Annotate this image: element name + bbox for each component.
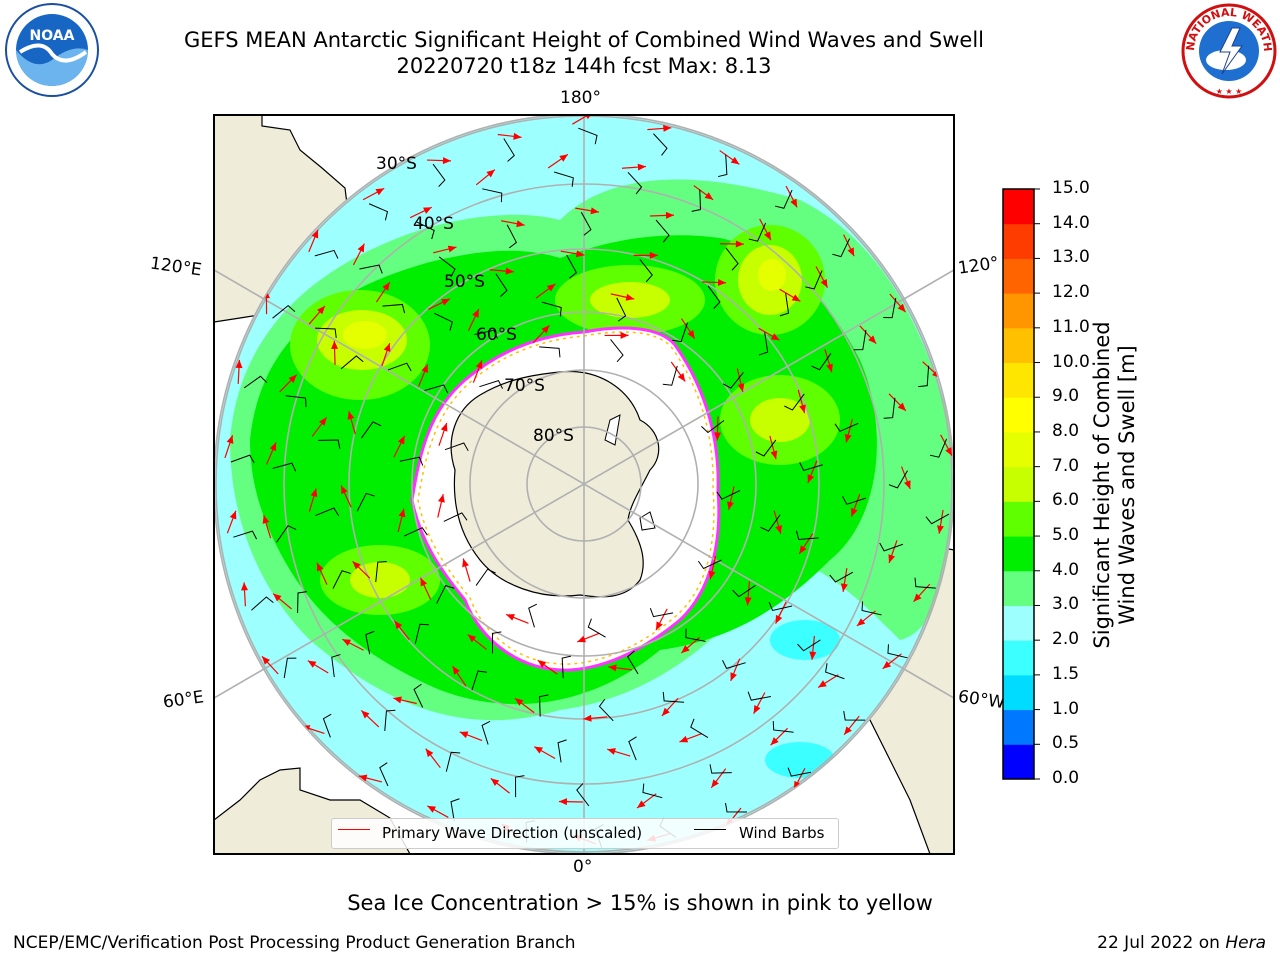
colorbar-segment <box>1003 362 1034 398</box>
colorbar-tick-label: 3.0 <box>1052 594 1080 615</box>
colorbar-tick-label: 6.0 <box>1052 490 1080 511</box>
lat-label-70s: 70°S <box>504 376 545 396</box>
lat-label-50s: 50°S <box>444 272 485 292</box>
colorbar-segment <box>1003 431 1034 468</box>
wind-barbs-legend-swatch <box>694 829 726 830</box>
colorbar-segment <box>1003 709 1034 745</box>
colorbar-tick-label: 1.5 <box>1052 663 1080 684</box>
lat-label-40s: 40°S <box>413 214 454 234</box>
colorbar-segment <box>1003 293 1034 329</box>
lat-label-30s: 30°S <box>376 154 417 174</box>
colorbar-segment <box>1003 223 1034 259</box>
colorbar-segment <box>1003 397 1034 433</box>
colorbar-segment <box>1003 605 1034 641</box>
colorbar-tick-label: 10.0 <box>1052 351 1090 372</box>
colorbar-segment <box>1003 466 1034 502</box>
colorbar-tick-label: 0.0 <box>1052 768 1080 788</box>
sea-ice-caption: Sea Ice Concentration > 15% is shown in … <box>347 891 933 915</box>
wave-direction-legend-swatch <box>338 829 370 830</box>
footer-date: 22 Jul 2022 on Hera <box>1097 933 1266 953</box>
colorbar-tick-label: 11.0 <box>1052 316 1090 337</box>
noaa-logo: NOAA <box>5 3 99 97</box>
map-frame <box>213 114 955 855</box>
wave-direction-legend-label: Primary Wave Direction (unscaled) <box>382 824 643 842</box>
footer-branch: NCEP/EMC/Verification Post Processing Pr… <box>13 933 576 953</box>
wind-barbs <box>230 127 950 848</box>
colorbar-tick-label: 1.0 <box>1052 698 1080 719</box>
noaa-logo-text: NOAA <box>30 28 75 44</box>
footer-machine: Hera <box>1225 933 1266 953</box>
colorbar-tick-label: 12.0 <box>1052 282 1090 303</box>
lon-label-180: 180° <box>560 88 601 108</box>
colorbar-segment <box>1003 501 1034 537</box>
colorbar-tick-label: 0.5 <box>1052 733 1080 754</box>
chart-title: GEFS MEAN Antarctic Significant Height o… <box>183 28 985 52</box>
lat-label-80s: 80°S <box>533 426 574 446</box>
colorbar-tick-label: 9.0 <box>1052 386 1080 407</box>
colorbar-tick-label: 8.0 <box>1052 420 1080 441</box>
national-weather-service-logo: NATIONAL WEATHER SERVICE ★ ★ ★ <box>1180 2 1277 99</box>
colorbar-tick-label: 7.0 <box>1052 455 1080 476</box>
colorbar-tick-label: 15.0 <box>1052 178 1090 198</box>
colorbar-tick-label: 4.0 <box>1052 559 1080 580</box>
colorbar-segment <box>1003 189 1034 225</box>
colorbar-segment <box>1003 674 1034 711</box>
colorbar-tick-label: 5.0 <box>1052 525 1080 546</box>
colorbar-segment <box>1003 258 1034 294</box>
colorbar-segment <box>1003 744 1034 780</box>
colorbar-tick-label: 13.0 <box>1052 247 1090 268</box>
svg-text:★ ★ ★: ★ ★ ★ <box>1216 87 1243 96</box>
colorbar-tick-label: 2.0 <box>1052 629 1080 650</box>
lat-label-60s: 60°S <box>476 325 517 345</box>
colorbar-tick-label: 14.0 <box>1052 212 1090 233</box>
wave-arrows <box>224 115 953 845</box>
chart-subtitle: 20220720 t18z 144h fcst Max: 8.13 <box>396 54 772 78</box>
map-legend: Primary Wave Direction (unscaled) Wind B… <box>331 818 839 849</box>
colorbar-segment <box>1003 570 1034 606</box>
lon-label-0: 0° <box>573 857 593 877</box>
colorbar-segment <box>1003 640 1034 676</box>
wind-barbs-legend-label: Wind Barbs <box>739 824 825 842</box>
colorbar-segment <box>1003 536 1034 572</box>
colorbar-segment <box>1003 327 1034 364</box>
